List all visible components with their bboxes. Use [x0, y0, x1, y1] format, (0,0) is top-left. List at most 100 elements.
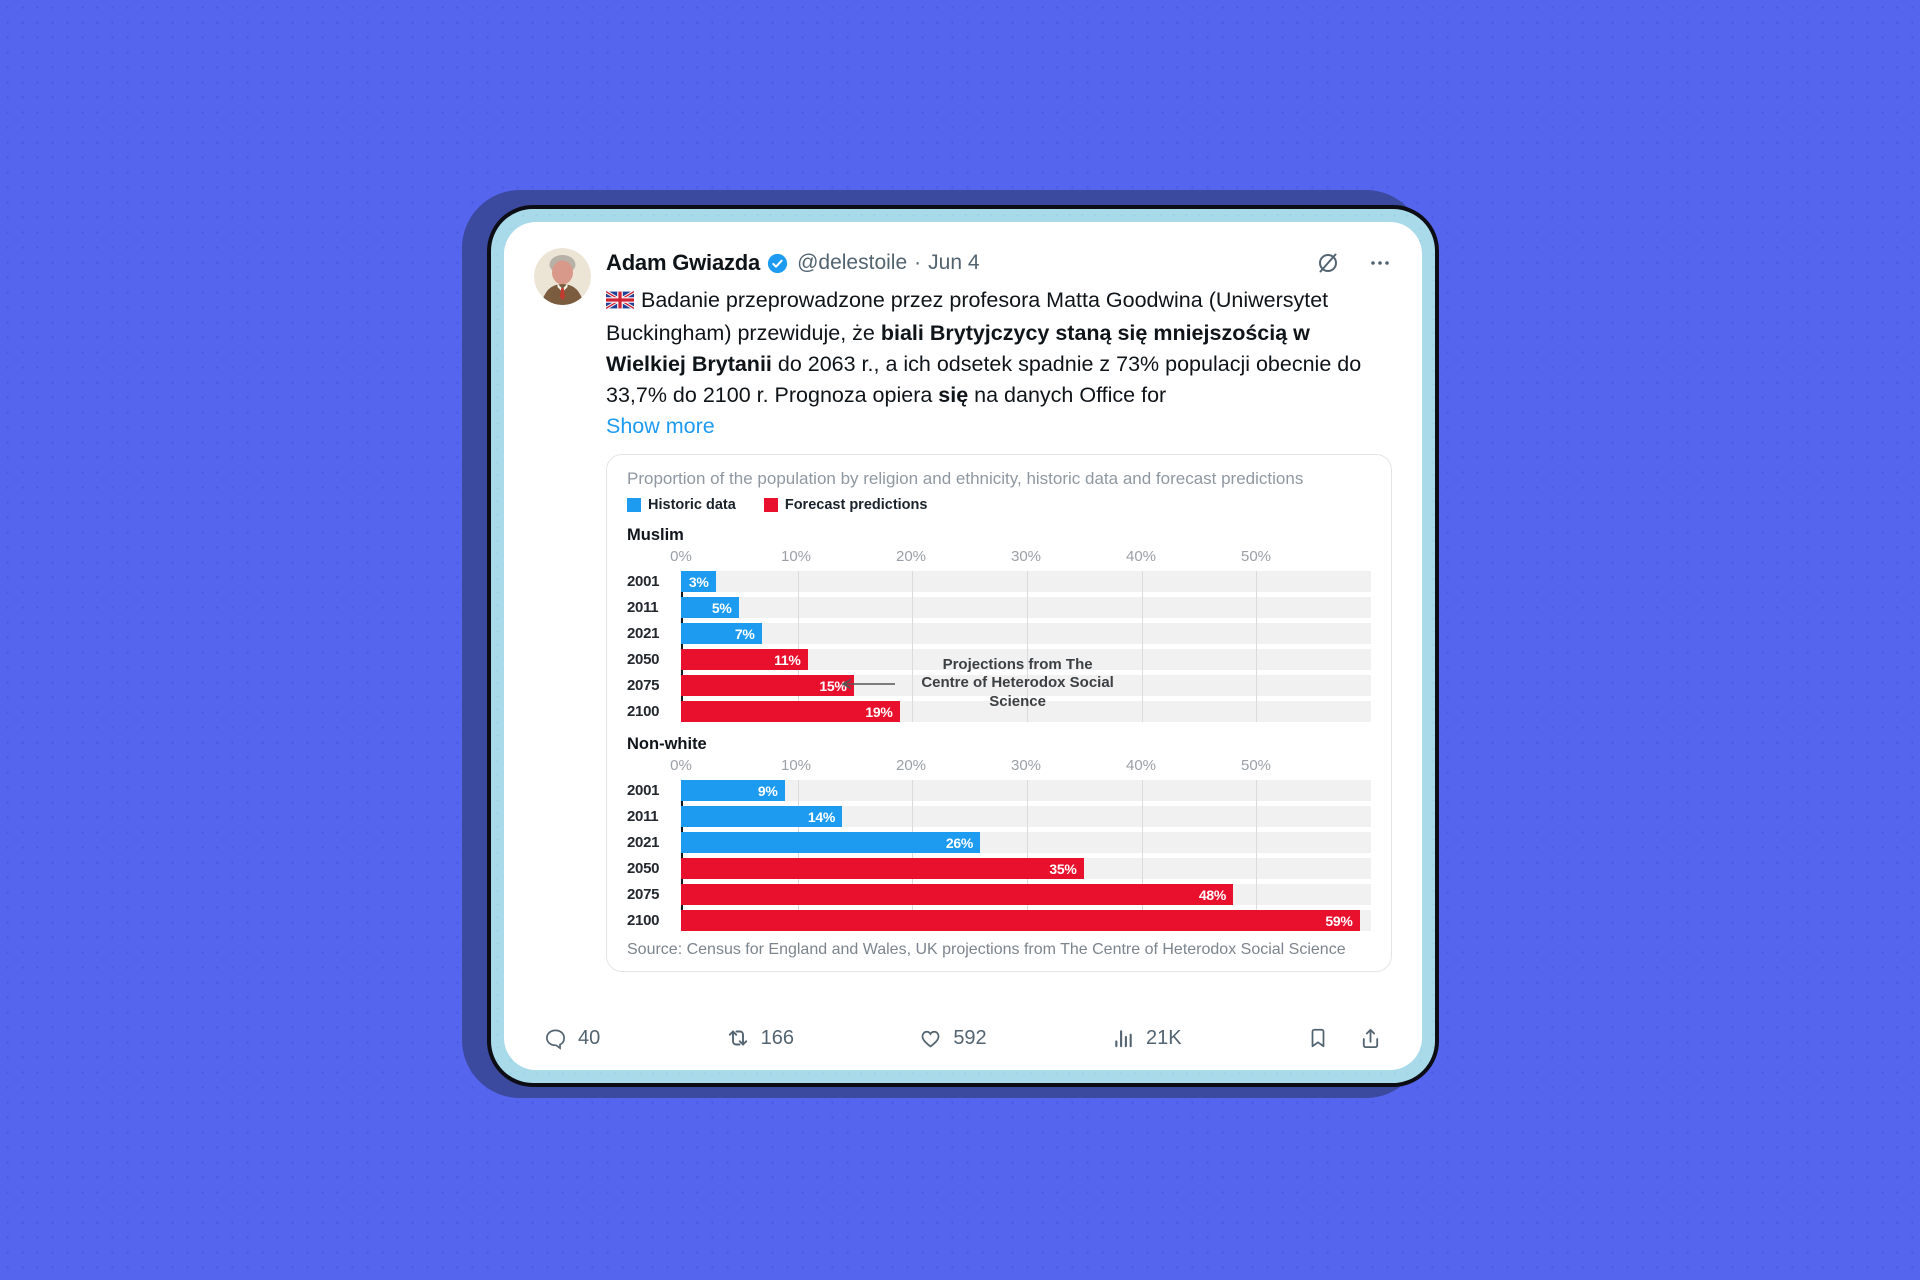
bar-muslim-2001: 3% — [681, 571, 716, 592]
year-label: 2021 — [627, 834, 660, 851]
bar-value-label: 26% — [945, 834, 973, 851]
like-count: 592 — [953, 1026, 987, 1049]
year-label: 2050 — [627, 860, 660, 877]
x-axis: 0% 10% 20% 30% 40% 50% — [670, 545, 1371, 566]
legend-item: Forecast predictions — [763, 497, 928, 513]
reply-icon — [546, 1028, 565, 1050]
bar-muslim-2011: 5% — [681, 597, 739, 618]
bar-value-label: 5% — [711, 599, 732, 616]
annotation-arrow-icon — [839, 677, 896, 695]
chart-legend: Historic data Forecast predictions — [627, 497, 1371, 513]
chart-title: Proportion of the population by religion… — [627, 469, 1304, 488]
gridline — [912, 780, 914, 931]
bar-row: 2100 19% — [627, 701, 1371, 722]
bar-value-label: 19% — [865, 703, 893, 720]
year-label: 2075 — [627, 677, 660, 694]
bar-track: 35% — [681, 858, 1371, 879]
chart-section-title: Non-white — [627, 735, 707, 753]
axis-tick: 20% — [895, 757, 927, 774]
bar-track: 15% — [681, 675, 1371, 696]
bar-muslim-2050: 11% — [681, 649, 808, 670]
tweet-card: Adam Gwiazda @delestoile · Jun 4 — [504, 222, 1422, 1070]
repost-button[interactable]: 166 — [726, 1026, 794, 1050]
tweet-header: Adam Gwiazda @delestoile · Jun 4 — [606, 248, 1392, 278]
gridline — [797, 780, 799, 931]
bar-muslim-2021: 7% — [681, 623, 762, 644]
axis-tick: 20% — [895, 548, 927, 565]
year-label: 2100 — [627, 912, 660, 929]
axis-tick: 50% — [1240, 548, 1272, 565]
content-column: Adam Gwiazda @delestoile · Jun 4 — [605, 248, 1392, 1010]
legend-label: Historic data — [648, 497, 736, 513]
year-label: 2001 — [627, 782, 660, 799]
bar-muslim-2075: 15% — [681, 675, 854, 696]
year-label: 2050 — [627, 651, 660, 668]
views-button[interactable]: 21K — [1112, 1027, 1182, 1050]
bar-track: 59% — [681, 910, 1371, 931]
bar-track: 26% — [681, 832, 1371, 853]
tweet-text-segment: na danych Office for — [968, 383, 1167, 407]
axis-tick: 10% — [780, 548, 812, 565]
year-label: 2001 — [627, 573, 660, 590]
projection-annotation: Projections from The Centre of Heterodox … — [921, 655, 1114, 711]
right-actions — [1307, 1027, 1382, 1050]
tweet-text-body: Badanie przeprowadzone przez profesora M… — [606, 288, 1361, 407]
reply-button[interactable]: 40 — [544, 1027, 600, 1050]
chart-section-title: Muslim — [627, 526, 684, 544]
bar-row: 2075 15% — [627, 675, 1371, 696]
axis-tick: 30% — [1010, 757, 1042, 774]
share-button[interactable] — [1359, 1027, 1382, 1050]
legend-item: Historic data — [627, 497, 736, 513]
tweet-action-bar: 40 166 592 — [544, 1026, 1382, 1050]
year-label: 2100 — [627, 703, 660, 720]
reply-count: 40 — [578, 1026, 601, 1049]
axis-tick: 10% — [780, 757, 812, 774]
like-button[interactable]: 592 — [919, 1026, 987, 1050]
bar-row: 2050 11% — [627, 649, 1371, 670]
year-label: 2011 — [627, 599, 659, 616]
bar-value-label: 11% — [774, 651, 801, 668]
author-name[interactable]: Adam Gwiazda — [606, 250, 761, 275]
repost-icon — [728, 1030, 747, 1046]
bar-value-label: 3% — [688, 573, 709, 590]
year-label: 2075 — [627, 886, 660, 903]
axis-tick: 50% — [1240, 757, 1272, 774]
bar-row: 2050 35% — [627, 858, 1371, 879]
handle-and-date[interactable]: @delestoile · Jun 4 — [797, 251, 979, 275]
more-button-icon[interactable] — [1368, 251, 1392, 275]
tweet-text: Badanie przeprowadzone przez profesora M… — [605, 285, 1392, 411]
tweet-text-segment: Badanie przeprowadzone przez profesora M… — [606, 288, 1329, 345]
bar-track: 9% — [681, 780, 1371, 801]
bar-value-label: 15% — [819, 677, 847, 694]
bar-value-label: 48% — [1198, 886, 1226, 903]
grok-icon[interactable] — [1316, 251, 1340, 275]
bar-row: 2011 14% — [627, 806, 1371, 827]
chart-plot: 2001 9% 2011 14% 2021 26% 2050 35% 2075 48% 2100 59… — [627, 780, 1371, 931]
bar-row: 2011 5% — [627, 597, 1371, 618]
show-more-link[interactable]: Show more — [606, 414, 715, 438]
view-count: 21K — [1146, 1026, 1182, 1049]
bar-value-label: 59% — [1325, 912, 1353, 929]
chart-source: Source: Census for England and Wales, UK… — [627, 941, 1346, 958]
bar-row: 2021 26% — [627, 832, 1371, 853]
header-icons — [1316, 251, 1392, 275]
legend-swatch — [763, 498, 778, 512]
year-label: 2021 — [627, 625, 660, 642]
bookmark-icon — [1311, 1028, 1325, 1048]
handle: @delestoile — [797, 251, 908, 274]
date-separator: · — [914, 251, 922, 274]
avatar[interactable] — [534, 248, 591, 305]
bar-track: 14% — [681, 806, 1371, 827]
axis-tick: 40% — [1125, 548, 1157, 565]
tweet-text-segment: do 2063 r., a ich odsetek spadnie z 73% … — [606, 352, 1362, 407]
bar-non-white-2021: 26% — [681, 832, 980, 853]
gridline — [1256, 571, 1258, 722]
bar-row: 2001 3% — [627, 571, 1371, 592]
bar-row: 2075 48% — [627, 884, 1371, 905]
bar-track: 48% — [681, 884, 1371, 905]
bar-value-label: 35% — [1049, 860, 1077, 877]
bookmark-button[interactable] — [1307, 1027, 1329, 1049]
tweet-text-segment: biali Brytyjczycy staną się mniejszością… — [606, 321, 1310, 376]
legend-label: Forecast predictions — [784, 497, 928, 513]
bar-non-white-2100: 59% — [681, 910, 1360, 931]
